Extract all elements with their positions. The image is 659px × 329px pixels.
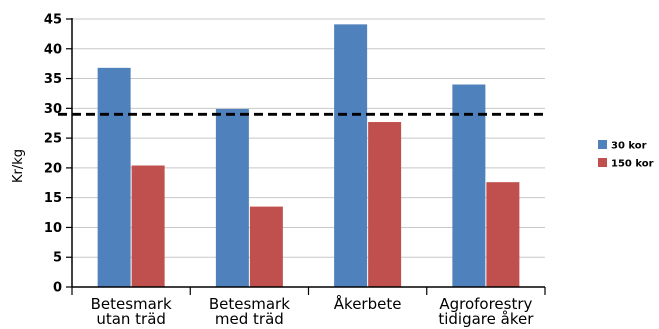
legend-swatch [598,158,607,167]
bar-30-kor-0 [97,67,131,287]
y-tick-label: 20 [44,161,62,176]
x-tick-label: utan träd [96,310,166,328]
bars [97,24,520,288]
y-tick-label: 30 [44,102,62,117]
bar-30-kor-1 [215,108,249,287]
bar-150-kor-3 [486,182,520,287]
bar-30-kor-2 [334,24,368,288]
y-tick-label: 10 [44,221,62,236]
x-tick-label: tidigare åker [438,310,534,328]
y-tick-label: 45 [44,13,62,28]
y-axis-label: Kr/kg [11,149,26,183]
x-tick-label: Agroforestry [439,295,532,313]
x-tick-label: med träd [215,310,284,328]
bar-150-kor-0 [131,165,165,287]
x-tick-label: Åkerbete [334,294,402,313]
legend-label: 30 kor [611,141,647,152]
bar-150-kor-2 [368,122,402,287]
legend-label: 150 kor [611,159,654,170]
x-tick-label: Betesmark [209,295,290,313]
y-tick-label: 40 [44,42,62,57]
legend-swatch [598,140,607,149]
y-tick-label: 25 [44,132,62,147]
legend: 30 kor 150 kor [598,140,654,170]
y-tick-label: 5 [53,251,62,266]
y-tick-label: 0 [53,281,62,296]
axes [66,18,546,295]
y-tick-label: 35 [44,72,62,87]
bar-30-kor-3 [452,84,486,287]
y-tick-label: 15 [44,191,62,206]
x-tick-label: Betesmark [91,295,172,313]
bar-150-kor-1 [249,206,283,287]
